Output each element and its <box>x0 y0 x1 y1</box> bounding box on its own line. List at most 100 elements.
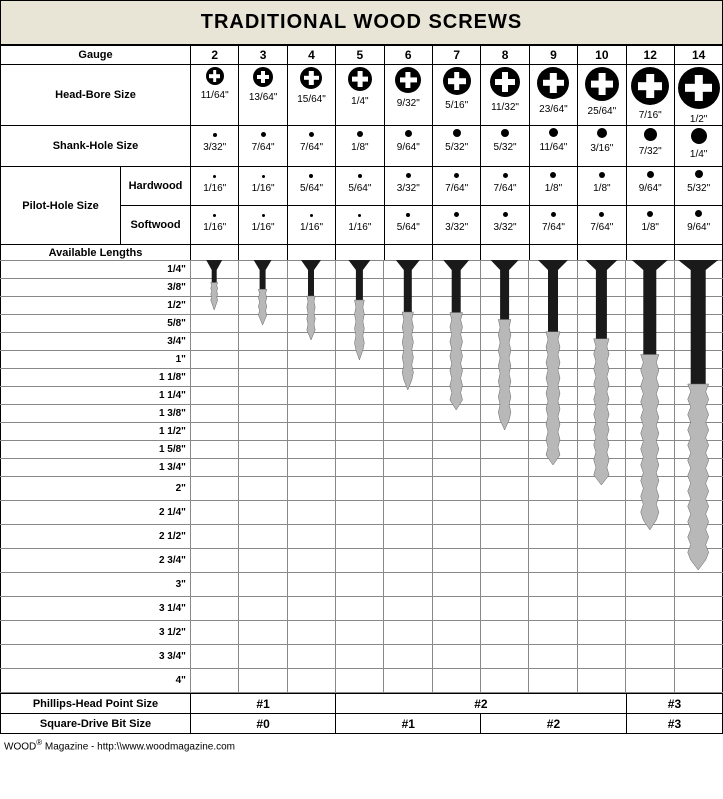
headbore-12: 7/16" <box>626 65 674 126</box>
shank-dot <box>405 130 412 137</box>
shank-12: 7/32" <box>626 126 674 167</box>
length-cell <box>190 369 238 387</box>
length-cell <box>239 621 287 645</box>
length-cell <box>529 441 577 459</box>
length-cell <box>239 261 287 279</box>
pilot-soft-dot <box>551 212 556 217</box>
length-cell <box>239 423 287 441</box>
length-label: 1 1/4" <box>1 387 191 405</box>
length-cell <box>674 387 722 405</box>
length-cell <box>481 279 529 297</box>
length-cell <box>384 351 432 369</box>
gauge-9: 9 <box>529 46 577 65</box>
label-softwood: Softwood <box>121 206 191 245</box>
label-lengths: Available Lengths <box>1 245 191 262</box>
length-label: 1 3/4" <box>1 459 191 477</box>
length-label: 3" <box>1 573 191 597</box>
length-cell <box>336 477 384 501</box>
length-cell <box>190 459 238 477</box>
length-label: 3 1/2" <box>1 621 191 645</box>
length-cell <box>432 423 480 441</box>
length-cell <box>529 669 577 693</box>
label-headbore: Head-Bore Size <box>1 65 191 126</box>
label-pilot: Pilot-Hole Size <box>1 167 121 245</box>
headbore-2: 11/64" <box>191 65 239 126</box>
length-cell <box>626 441 674 459</box>
length-cell <box>577 597 625 621</box>
headbore-3: 13/64" <box>239 65 287 126</box>
pilot-soft-dot <box>358 214 361 217</box>
length-cell <box>626 423 674 441</box>
shank-label: 1/8" <box>337 142 382 153</box>
length-cell <box>287 351 335 369</box>
length-cell <box>481 669 529 693</box>
length-cell <box>190 405 238 423</box>
length-cell <box>674 645 722 669</box>
pilot-soft-label: 1/16" <box>337 222 382 233</box>
length-cell <box>674 441 722 459</box>
shank-label: 3/16" <box>579 143 624 154</box>
phillips-size-1: #2 <box>336 694 626 714</box>
length-cell <box>674 333 722 351</box>
length-cell <box>190 549 238 573</box>
length-cell <box>336 369 384 387</box>
headbore-cell: 9/32" <box>386 67 431 123</box>
length-cell <box>529 333 577 351</box>
length-cell <box>674 525 722 549</box>
length-cell <box>529 573 577 597</box>
label-phillips-size: Phillips-Head Point Size <box>1 694 191 714</box>
length-cell <box>481 261 529 279</box>
length-cell <box>336 597 384 621</box>
length-cell <box>626 405 674 423</box>
length-cell <box>481 423 529 441</box>
len-head-2 <box>287 245 335 262</box>
length-cell <box>481 573 529 597</box>
length-cell <box>287 423 335 441</box>
length-label: 1/4" <box>1 261 191 279</box>
pilot-hard-3: 1/16" <box>239 167 287 206</box>
length-cell <box>529 423 577 441</box>
length-cell <box>432 459 480 477</box>
pilot-hard-label: 1/16" <box>192 183 237 194</box>
pilot-soft-14: 9/64" <box>674 206 722 245</box>
length-cell <box>481 387 529 405</box>
headbore-cell: 1/2" <box>676 67 721 123</box>
length-cell <box>481 549 529 573</box>
shank-label: 5/32" <box>482 142 527 153</box>
len-head-10 <box>674 245 722 262</box>
length-cell <box>577 477 625 501</box>
gauge-2: 2 <box>191 46 239 65</box>
length-cell <box>384 423 432 441</box>
headbore-label: 5/16" <box>434 100 479 111</box>
length-cell <box>674 315 722 333</box>
length-cell <box>384 315 432 333</box>
length-cell <box>577 573 625 597</box>
length-cell <box>190 297 238 315</box>
length-cell <box>577 351 625 369</box>
length-cell <box>336 621 384 645</box>
length-cell <box>336 525 384 549</box>
pilot-hard-label: 3/32" <box>386 183 431 194</box>
pilot-hard-6: 3/32" <box>384 167 432 206</box>
length-cell <box>626 351 674 369</box>
headbore-cell: 5/16" <box>434 67 479 123</box>
headbore-5: 1/4" <box>336 65 384 126</box>
pilot-hard-dot <box>262 175 265 178</box>
length-cell <box>336 405 384 423</box>
shank-14: 1/4" <box>674 126 722 167</box>
gauge-10: 10 <box>578 46 626 65</box>
phillips-icon <box>253 67 273 87</box>
headbore-label: 1/2" <box>676 114 721 125</box>
shank-label: 3/32" <box>192 142 237 153</box>
length-cell <box>626 501 674 525</box>
pilot-soft-label: 1/16" <box>289 222 334 233</box>
len-head-8 <box>578 245 626 262</box>
len-head-6 <box>481 245 529 262</box>
shank-8: 5/32" <box>481 126 529 167</box>
length-cell <box>674 369 722 387</box>
length-cell <box>239 369 287 387</box>
label-shank: Shank-Hole Size <box>1 126 191 167</box>
phillips-icon <box>537 67 569 99</box>
length-cell <box>287 621 335 645</box>
headbore-4: 15/64" <box>287 65 335 126</box>
